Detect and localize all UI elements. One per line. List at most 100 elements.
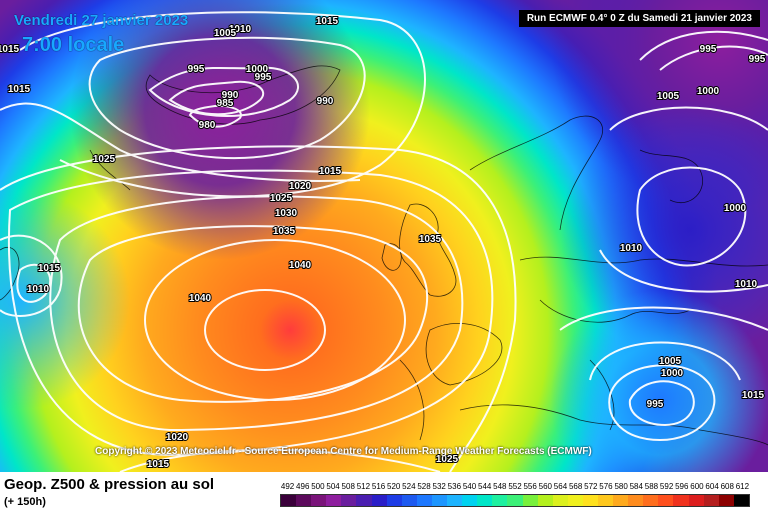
- scale-label: 592: [659, 482, 674, 491]
- scale-swatch: [733, 495, 749, 506]
- scale-swatch: [688, 495, 704, 506]
- scale-swatch: [522, 495, 538, 506]
- scale-label: 604: [705, 482, 719, 491]
- pressure-label: 1025: [270, 193, 293, 204]
- weather-map: 1015101510101005101599510009959909859909…: [0, 0, 768, 472]
- pressure-label: 1000: [724, 203, 747, 214]
- run-info: Run ECMWF 0.4° 0 Z du Samedi 21 janvier …: [518, 10, 760, 27]
- pressure-label: 995: [647, 399, 664, 410]
- pressure-label: 990: [317, 96, 334, 107]
- pressure-label: 1025: [436, 454, 459, 465]
- pressure-label: 990: [222, 90, 239, 101]
- copyright-notice: Copyright © 2023 Meteociel.fr - Source E…: [95, 446, 592, 457]
- scale-swatch: [613, 495, 629, 506]
- scale-label: 580: [614, 482, 628, 491]
- scale-label: 544: [477, 482, 492, 491]
- color-scale-labels: 492 496 500 504 508 512 516 520 524 528 532 536 540 5…: [280, 482, 750, 492]
- scale-swatch: [311, 495, 327, 506]
- pressure-label: 1035: [273, 226, 296, 237]
- scale-label: 572: [584, 482, 598, 491]
- scale-label: 600: [690, 482, 704, 491]
- pressure-label: 985: [217, 98, 234, 109]
- pressure-label: 1005: [214, 28, 237, 39]
- isobars: [0, 11, 768, 472]
- scale-swatch: [447, 495, 463, 506]
- pressure-label: 1015: [319, 166, 342, 177]
- pressure-label: 1010: [229, 24, 252, 35]
- pressure-label: 1005: [659, 356, 682, 367]
- scale-swatch: [673, 495, 689, 506]
- scale-label: 528: [417, 482, 431, 491]
- pressure-label: 1020: [289, 181, 312, 192]
- pressure-label: 1010: [620, 243, 643, 254]
- scale-label: 548: [493, 482, 507, 491]
- pressure-label: 1030: [275, 208, 298, 219]
- color-scale-bar: [280, 494, 750, 507]
- pressure-label: 1015: [147, 459, 170, 470]
- scale-swatch: [462, 495, 478, 506]
- pressure-label: 1020: [166, 432, 189, 443]
- scale-swatch: [628, 495, 644, 506]
- scale-swatch: [401, 495, 417, 506]
- scale-label: 504: [326, 482, 340, 491]
- forecast-date: Vendredi 27 janvier 2023: [14, 12, 189, 29]
- scale-swatch: [582, 495, 598, 506]
- pressure-label: 1015: [38, 263, 61, 274]
- scale-label: 560: [538, 482, 552, 491]
- scale-label: 512: [356, 482, 371, 491]
- map-title: Geop. Z500 & pression au sol: [4, 476, 215, 493]
- scale-label: 524: [402, 482, 416, 491]
- scale-swatch: [507, 495, 523, 506]
- scale-swatch: [341, 495, 357, 506]
- legend-footer: Geop. Z500 & pression au sol (+ 150h) 49…: [0, 472, 768, 512]
- pressure-label: 980: [199, 120, 216, 131]
- pressure-label: 1040: [289, 260, 312, 271]
- scale-label: 492: [280, 482, 295, 491]
- pressure-label: 1010: [27, 284, 50, 295]
- scale-label: 584: [629, 482, 643, 491]
- scale-label: 612: [735, 482, 750, 491]
- isobar-labels: 1015101510101005101599510009959909859909…: [0, 15, 767, 471]
- scale-label: 576: [599, 482, 613, 491]
- scale-label: 596: [675, 482, 689, 491]
- scale-swatch: [492, 495, 508, 506]
- scale-swatch: [718, 495, 734, 506]
- pressure-label: 1015: [0, 44, 20, 55]
- coastlines: [0, 65, 768, 446]
- pressure-label: 1005: [657, 91, 680, 102]
- scale-label: 568: [568, 482, 583, 491]
- pressure-label: 1015: [8, 84, 31, 95]
- forecast-time: 7:00 locale: [22, 34, 125, 56]
- scale-swatch: [431, 495, 448, 506]
- pressure-label: 1025: [93, 154, 116, 165]
- scale-swatch: [567, 495, 583, 506]
- scale-label: 536: [447, 482, 462, 491]
- scale-swatch: [477, 495, 493, 506]
- scale-label: 500: [311, 482, 325, 491]
- scale-swatch: [597, 495, 614, 506]
- scale-label: 496: [296, 482, 310, 491]
- scale-label: 564: [553, 482, 568, 491]
- scale-label: 552: [508, 482, 522, 491]
- scale-swatch: [356, 495, 372, 506]
- scale-swatch: [371, 495, 387, 506]
- scale-label: 540: [462, 482, 477, 491]
- pressure-label: 1000: [697, 86, 720, 97]
- pressure-label: 995: [188, 64, 205, 75]
- scale-swatch: [537, 495, 553, 506]
- scale-swatch: [416, 495, 432, 506]
- scale-label: 520: [387, 482, 401, 491]
- pressure-label: 995: [255, 72, 272, 83]
- scale-swatch: [658, 495, 674, 506]
- scale-swatch: [326, 495, 342, 506]
- scale-label: 516: [371, 482, 386, 491]
- scale-swatch: [643, 495, 659, 506]
- pressure-label: 1000: [246, 64, 269, 75]
- pressure-label: 995: [749, 54, 766, 65]
- scale-swatch: [552, 495, 568, 506]
- scale-swatch: [386, 495, 402, 506]
- scale-label: 508: [341, 482, 355, 491]
- scale-label: 608: [720, 482, 734, 491]
- pressure-label: 1000: [661, 368, 684, 379]
